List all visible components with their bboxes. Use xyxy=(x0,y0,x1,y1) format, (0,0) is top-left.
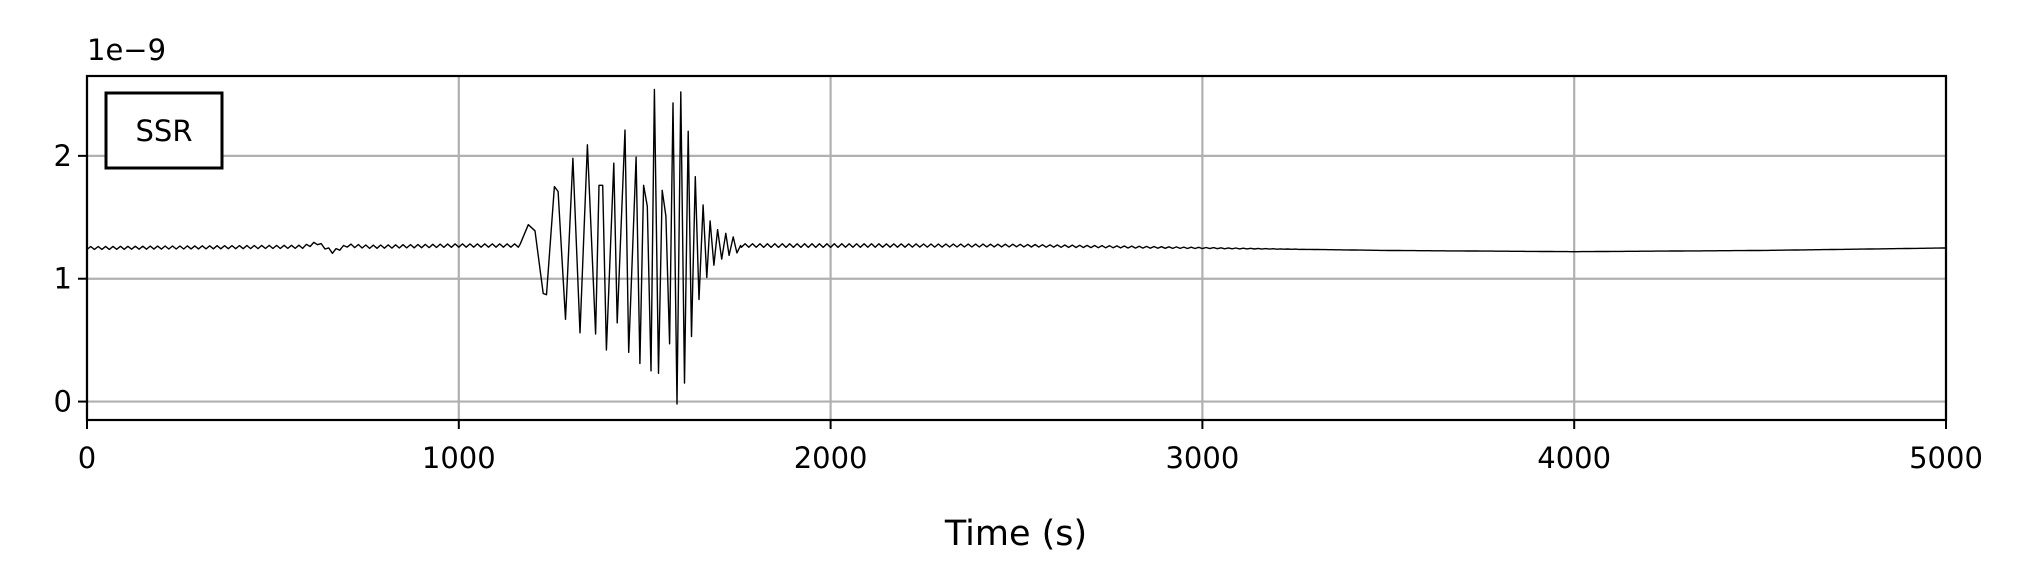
legend: SSR xyxy=(104,91,224,170)
y-tick-label: 2 xyxy=(54,139,72,173)
x-tick-label: 3000 xyxy=(1165,441,1239,475)
x-axis-label: Time (s) xyxy=(944,514,1087,554)
x-tick-label: 1000 xyxy=(422,441,496,475)
y-offset-text: 1e−9 xyxy=(87,33,166,67)
x-tick-label: 0 xyxy=(78,441,96,475)
y-tick-label: 1 xyxy=(54,262,72,296)
x-tick-label: 4000 xyxy=(1537,441,1611,475)
axes-frame xyxy=(85,74,1948,422)
y-tick-label: 0 xyxy=(54,385,72,419)
legend-entry-ssr: SSR xyxy=(136,114,193,148)
series-ssr xyxy=(86,88,1946,405)
x-tick-label: 5000 xyxy=(1909,441,1983,475)
x-axis: 0 1000 2000 3000 4000 5000 xyxy=(78,420,1983,475)
y-axis: 0 1 2 xyxy=(54,139,87,419)
legend-box xyxy=(104,91,224,170)
grid xyxy=(85,76,1948,420)
ssr-line xyxy=(86,88,1946,405)
x-tick-label: 2000 xyxy=(794,441,868,475)
